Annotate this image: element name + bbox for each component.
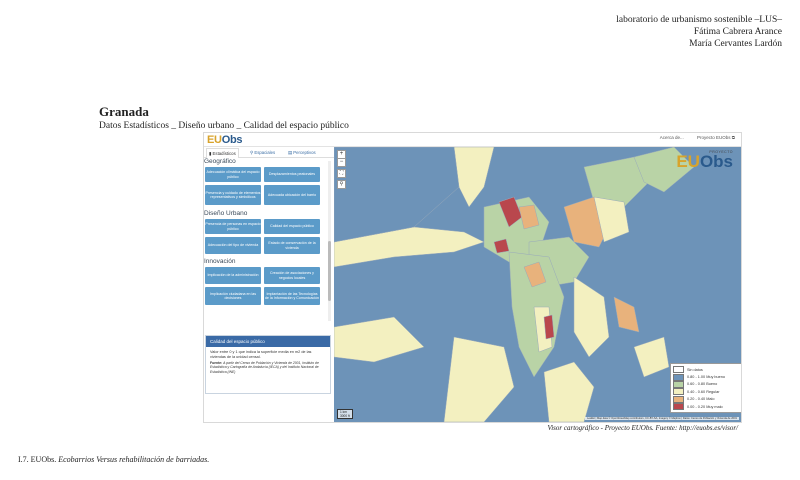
euobs-viewer-screenshot: EUObs Acerca de... Proyecto EUObs ⧉ ▮ Es… (203, 132, 742, 423)
indicator-button[interactable]: Desplazamientos peatonales (264, 167, 320, 182)
panel-scrollbar[interactable] (328, 161, 331, 321)
project-link[interactable]: Proyecto EUObs ⧉ (697, 135, 735, 140)
indicator-button[interactable]: Adecuada ubicación del barrio (264, 185, 320, 205)
indicator-button[interactable]: Estado de conservación de la vivienda (264, 237, 320, 254)
zoom-in-button[interactable]: + (339, 151, 344, 157)
about-link[interactable]: Acerca de... (659, 135, 684, 140)
section-diseno-urbano: Diseño Urbano (204, 210, 248, 217)
page-footer: I.7. EUObs. Ecobarrios Versus rehabilita… (18, 455, 210, 464)
tab-perceptivos[interactable]: ▤ Perceptivos (288, 150, 316, 155)
map-polygons (334, 147, 695, 422)
legend-item: 0.20 - 0.40 Malo (673, 395, 740, 403)
page-title: Granada (99, 104, 149, 119)
map-watermark-logo: PROYECTO EUObs (676, 150, 733, 171)
search-icon[interactable]: ⚲ (337, 180, 346, 189)
app-topbar: EUObs Acerca de... Proyecto EUObs ⧉ (204, 133, 741, 147)
indicator-button[interactable]: Implicación de la administración (205, 267, 261, 284)
indicator-button[interactable]: Adecuación climática del espacio público (205, 167, 261, 182)
indicator-button[interactable]: Presencia de personas en espacio público (205, 219, 261, 234)
side-panel: ▮ Estadísticos ⚲ Espaciales ▤ Perceptivo… (204, 147, 334, 422)
legend-item: 0.40 - 0.60 Regular (673, 388, 740, 396)
choropleth-map[interactable]: + − ⛶ ⚲ PROYECTO EUObs Sin datos 0.80 - … (334, 147, 741, 422)
zoom-control: + − (337, 150, 346, 167)
section-innovacion: Innovación (204, 258, 236, 265)
indicator-button[interactable]: Presencia y cuidado de elementos represe… (205, 185, 261, 205)
indicator-button-selected[interactable]: Calidad del espacio público (264, 219, 320, 234)
top-links: Acerca de... Proyecto EUObs ⧉ (648, 135, 735, 140)
fullscreen-icon[interactable]: ⛶ (337, 169, 346, 178)
figure-caption: Visor cartográfico - Proyecto EUObs. Fue… (547, 424, 738, 432)
header-line-author-2: María Cervantes Lardón (689, 39, 782, 49)
legend-item: 0.60 - 0.80 Bueno (673, 380, 740, 388)
category-tabs: ▮ Estadísticos ⚲ Espaciales ▤ Perceptivo… (204, 147, 334, 158)
indicator-info-box: Calidad del espacio público Valor entre … (205, 335, 331, 394)
page-subtitle: Datos Estadísticos _ Diseño urbano _ Cal… (99, 121, 349, 131)
euobs-logo[interactable]: EUObs (207, 134, 243, 146)
indicator-button[interactable]: Implicación ciudadana en las decisiones (205, 287, 261, 305)
info-title: Calidad del espacio público (206, 336, 330, 347)
zoom-out-button[interactable]: − (338, 158, 345, 165)
map-scale: 1 km 3000 ft (337, 409, 353, 419)
info-source: Fuente: A partir del Censo de Población … (210, 361, 319, 374)
section-geografico: Geográfico (204, 158, 236, 165)
indicator-button[interactable]: Creación de asociaciones y negocios loca… (264, 267, 320, 284)
header-line-author-1: Fátima Cabrera Arance (693, 27, 782, 37)
indicator-button[interactable]: Adecuación del tipo de vivienda (205, 237, 261, 254)
author-header: laboratorio de urbanismo sostenible –LUS… (616, 14, 782, 50)
legend-item: 0.80 - 1.00 Muy bueno (673, 373, 740, 381)
tab-espaciales[interactable]: ⚲ Espaciales (250, 150, 276, 155)
map-attribution: Leaflet | Map data © OpenStreetMap contr… (585, 417, 739, 420)
legend-item: Sin datos (673, 366, 740, 374)
map-legend: Sin datos 0.80 - 1.00 Muy bueno 0.60 - 0… (670, 363, 741, 414)
info-description: Valor entre 0 y 1 que indica la superfic… (210, 350, 312, 359)
header-line-lab: laboratorio de urbanismo sostenible –LUS… (616, 15, 782, 25)
indicator-button[interactable]: Implantación de las Tecnologías de la In… (264, 287, 320, 305)
tab-estadisticos[interactable]: ▮ Estadísticos (206, 148, 239, 158)
legend-item: 0.00 - 0.20 Muy malo (673, 403, 740, 411)
